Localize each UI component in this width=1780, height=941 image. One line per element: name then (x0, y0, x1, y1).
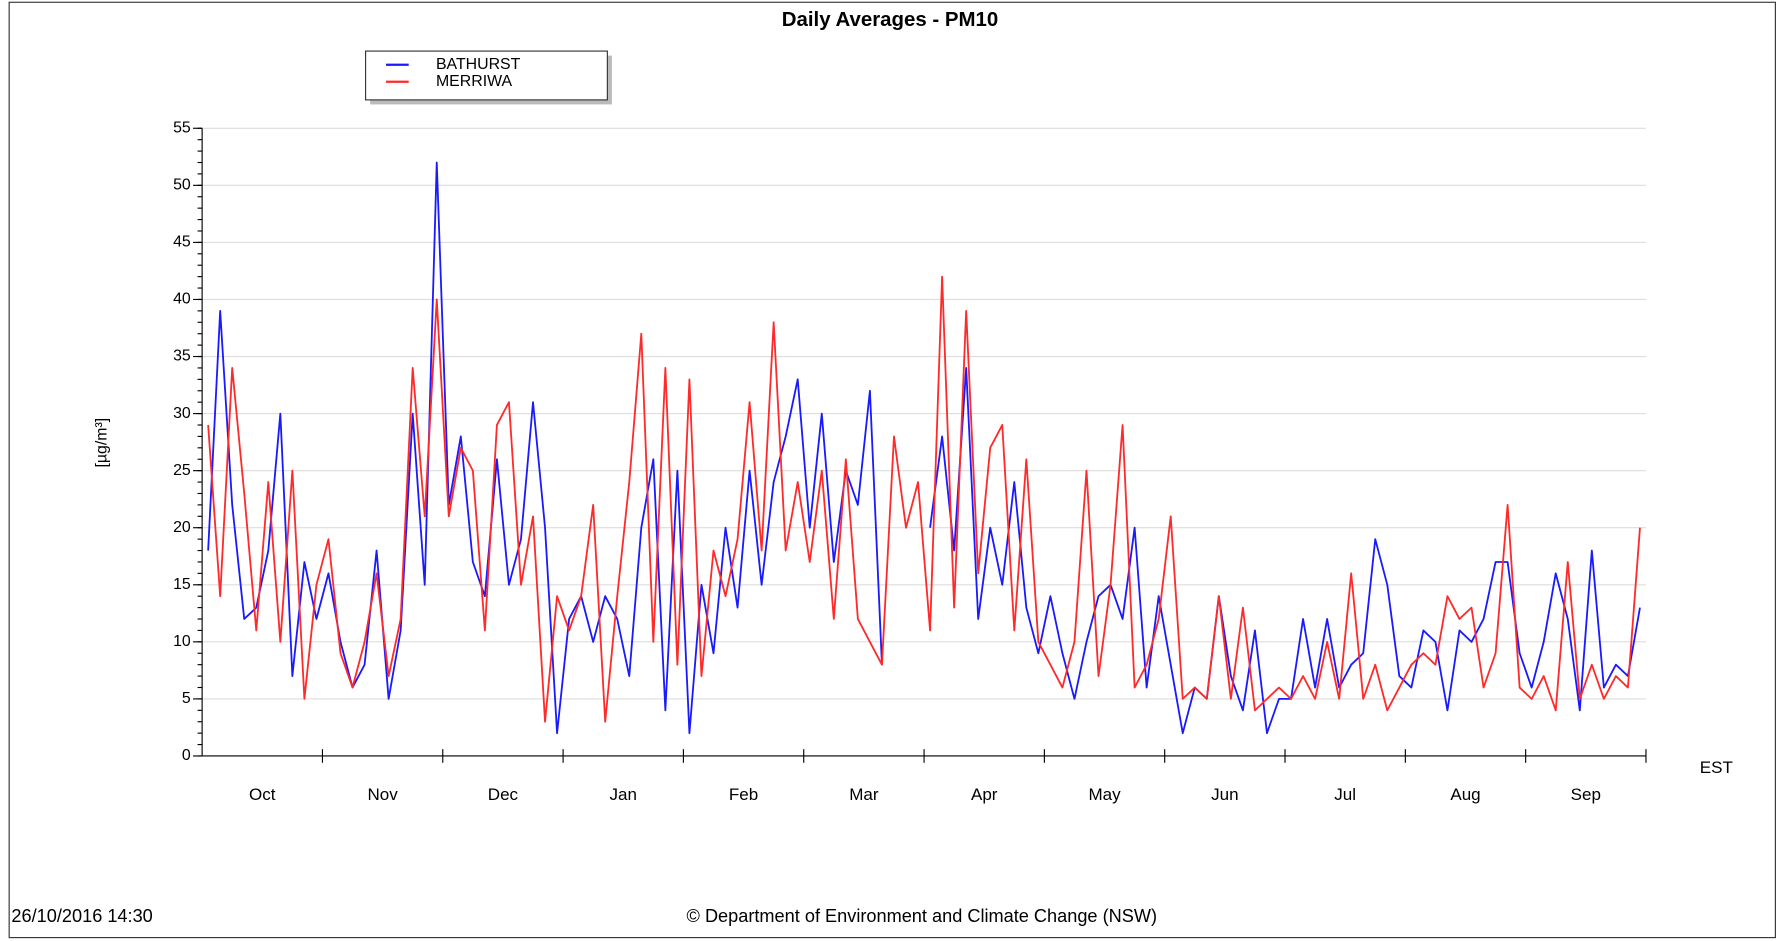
y-tick-label: 40 (173, 291, 191, 308)
y-tick-label: 15 (173, 576, 191, 593)
legend-label: MERRIWA (436, 73, 513, 90)
x-tick-label: Nov (367, 785, 398, 804)
y-tick-label: 0 (182, 747, 191, 764)
timestamp: 26/10/2016 14:30 (11, 906, 152, 926)
x-tick-label: Jan (610, 785, 637, 804)
x-tick-label: Feb (729, 785, 758, 804)
legend-box (365, 50, 608, 101)
y-tick-label: 55 (173, 119, 191, 136)
x-tick-label: Mar (849, 785, 879, 804)
y-tick-label: 50 (173, 177, 191, 194)
series-line (207, 161, 1641, 735)
x-unit-label: EST (1700, 758, 1733, 777)
y-tick-label: 35 (173, 348, 191, 365)
y-tick-label: 45 (173, 234, 191, 251)
y-tick-label: 30 (173, 405, 191, 422)
footer: © Department of Environment and Climate … (687, 906, 1158, 926)
chart-title: Daily Averages - PM10 (782, 9, 998, 31)
x-tick-label: Jun (1211, 785, 1238, 804)
x-tick-label: May (1088, 785, 1121, 804)
x-tick-label: Dec (488, 785, 519, 804)
x-tick-label: Oct (249, 785, 276, 804)
y-tick-label: 5 (182, 690, 191, 707)
y-tick-label: 10 (173, 633, 191, 650)
legend-label: BATHURST (436, 56, 521, 73)
y-tick-label: 20 (173, 519, 191, 536)
x-tick-label: Jul (1334, 785, 1356, 804)
x-tick-label: Apr (971, 785, 998, 804)
x-tick-label: Aug (1450, 785, 1480, 804)
series-line (207, 275, 1641, 723)
y-axis-label: [µg/m³] (93, 418, 110, 468)
x-tick-label: Sep (1571, 785, 1601, 804)
y-tick-label: 25 (173, 462, 191, 479)
